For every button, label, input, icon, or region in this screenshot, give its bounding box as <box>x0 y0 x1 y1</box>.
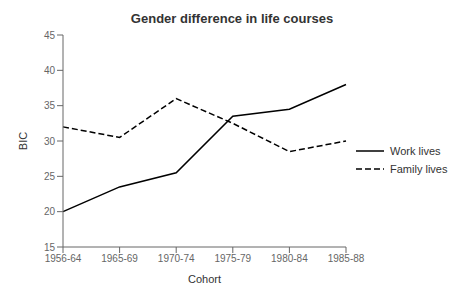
svg-text:15: 15 <box>44 242 56 253</box>
svg-text:1985-88: 1985-88 <box>328 253 365 264</box>
html-text:Work lives: Work lives <box>390 145 441 157</box>
svg-text:20: 20 <box>44 206 56 217</box>
svg-text:BIC: BIC <box>17 132 29 150</box>
svg-text:25: 25 <box>44 171 56 182</box>
svg-text:45: 45 <box>44 30 56 41</box>
svg-text:1975-79: 1975-79 <box>214 253 251 264</box>
svg-text:1965-69: 1965-69 <box>101 253 138 264</box>
svg-text:Cohort: Cohort <box>188 273 221 285</box>
svg-text:30: 30 <box>44 136 56 147</box>
svg-text:1970-74: 1970-74 <box>158 253 195 264</box>
html-text:Gender difference in life cour: Gender difference in life courses <box>130 11 334 26</box>
svg-text:40: 40 <box>44 65 56 76</box>
svg-text:35: 35 <box>44 100 56 111</box>
html-text:Family lives: Family lives <box>390 163 448 175</box>
svg-text:1956-64: 1956-64 <box>45 253 82 264</box>
svg-text:1980-84: 1980-84 <box>271 253 308 264</box>
